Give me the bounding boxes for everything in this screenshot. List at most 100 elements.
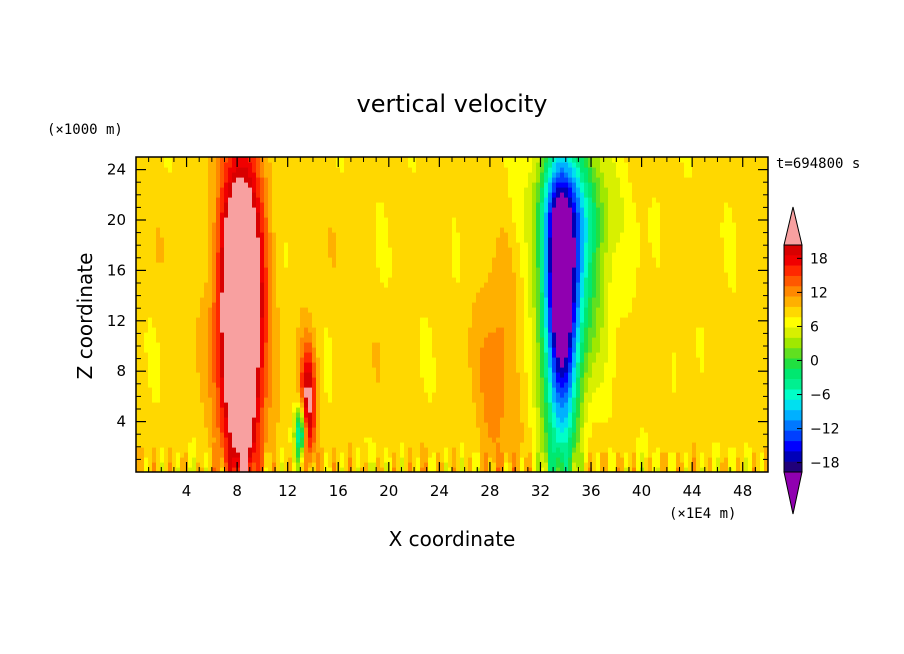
field-cell <box>332 252 337 258</box>
field-cell <box>304 217 309 223</box>
field-cell <box>404 422 409 428</box>
field-cell <box>332 262 337 268</box>
field-cell <box>408 392 413 398</box>
field-cell <box>360 227 365 233</box>
field-cell <box>220 347 225 353</box>
field-cell <box>300 437 305 443</box>
field-cell <box>448 352 453 358</box>
field-cell <box>156 372 161 378</box>
field-cell <box>204 237 209 243</box>
field-cell <box>444 452 449 458</box>
field-cell <box>148 157 153 163</box>
field-cell <box>436 367 441 373</box>
field-cell <box>356 427 361 433</box>
field-cell <box>240 457 245 463</box>
field-cell <box>404 182 409 188</box>
field-cell <box>348 467 353 472</box>
field-cell <box>336 367 341 373</box>
field-cell <box>164 357 169 363</box>
field-cell <box>300 182 305 188</box>
field-cell <box>328 297 333 303</box>
field-cell <box>200 257 205 263</box>
field-cell <box>152 427 157 433</box>
field-cell <box>232 427 237 433</box>
field-cell <box>408 467 413 472</box>
field-cell <box>264 257 269 263</box>
field-cell <box>192 297 197 303</box>
field-cell <box>252 182 257 188</box>
field-cell <box>360 332 365 338</box>
field-cell <box>312 322 317 328</box>
field-cell <box>188 272 193 278</box>
field-cell <box>420 292 425 298</box>
field-cell <box>368 467 373 472</box>
field-cell <box>152 332 157 338</box>
field-cell <box>324 172 329 178</box>
field-cell <box>364 157 369 163</box>
field-cell <box>216 437 221 443</box>
field-cell <box>284 262 289 268</box>
field-cell <box>384 407 389 413</box>
field-cell <box>140 422 145 428</box>
field-cell <box>272 457 277 463</box>
field-cell <box>384 402 389 408</box>
field-cell <box>344 357 349 363</box>
field-cell <box>400 417 405 423</box>
field-cell <box>380 267 385 273</box>
field-cell <box>288 292 293 298</box>
field-cell <box>420 287 425 293</box>
field-cell <box>292 367 297 373</box>
field-cell <box>264 442 269 448</box>
field-cell <box>300 247 305 253</box>
field-cell <box>372 232 377 238</box>
field-cell <box>368 262 373 268</box>
field-cell <box>200 227 205 233</box>
field-cell <box>416 252 421 258</box>
field-cell <box>360 212 365 218</box>
field-cell <box>236 187 241 193</box>
field-cell <box>380 357 385 363</box>
field-cell <box>236 207 241 213</box>
field-cell <box>280 332 285 338</box>
field-cell <box>152 347 157 353</box>
field-cell <box>168 182 173 188</box>
field-cell <box>160 437 165 443</box>
field-cell <box>168 457 173 463</box>
field-cell <box>144 322 149 328</box>
field-cell <box>340 422 345 428</box>
field-cell <box>396 197 401 203</box>
field-cell <box>280 377 285 383</box>
field-cell <box>432 232 437 238</box>
field-cell <box>228 267 233 273</box>
field-cell <box>172 282 177 288</box>
field-cell <box>440 332 445 338</box>
field-cell <box>232 467 237 472</box>
field-cell <box>196 247 201 253</box>
field-cell <box>232 382 237 388</box>
field-cell <box>404 442 409 448</box>
field-cell <box>212 242 217 248</box>
field-cell <box>204 202 209 208</box>
field-cell <box>388 272 393 278</box>
field-cell <box>252 332 257 338</box>
field-cell <box>416 322 421 328</box>
field-cell <box>432 337 437 343</box>
field-cell <box>412 397 417 403</box>
field-cell <box>304 412 309 418</box>
field-cell <box>396 307 401 313</box>
field-cell <box>160 262 165 268</box>
field-cell <box>320 312 325 318</box>
field-cell <box>292 277 297 283</box>
field-cell <box>408 442 413 448</box>
field-cell <box>404 302 409 308</box>
field-cell <box>368 167 373 173</box>
field-cell <box>168 312 173 318</box>
field-cell <box>356 207 361 213</box>
field-cell <box>232 362 237 368</box>
field-cell <box>212 282 217 288</box>
field-cell <box>292 162 297 168</box>
field-cell <box>376 407 381 413</box>
field-cell <box>288 267 293 273</box>
field-cell <box>408 422 413 428</box>
field-cell <box>360 377 365 383</box>
